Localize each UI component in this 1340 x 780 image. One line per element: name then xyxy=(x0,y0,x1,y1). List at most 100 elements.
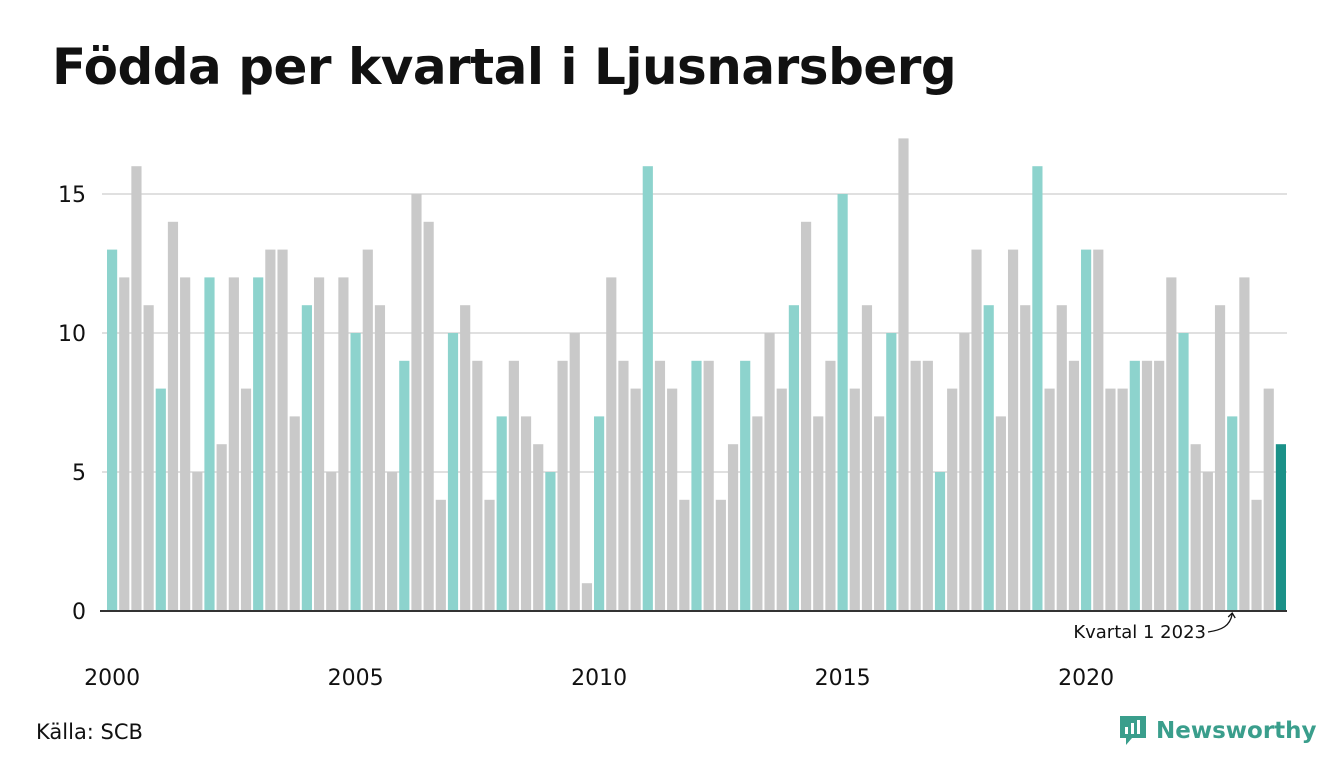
bar xyxy=(1141,360,1153,611)
bar xyxy=(995,416,1006,611)
newsworthy-logo-icon xyxy=(1120,716,1146,745)
bar xyxy=(1093,249,1104,611)
bar xyxy=(1056,305,1067,611)
bar xyxy=(654,360,666,611)
bar xyxy=(472,360,483,611)
bar xyxy=(374,305,386,611)
bar xyxy=(1227,416,1238,611)
bar xyxy=(1239,277,1250,611)
bar xyxy=(1263,388,1274,611)
bar xyxy=(131,166,142,611)
bar xyxy=(740,360,751,611)
y-tick-label: 5 xyxy=(72,461,86,486)
bar xyxy=(447,333,459,611)
bar xyxy=(1275,444,1286,611)
bar xyxy=(240,388,252,611)
bar xyxy=(1068,360,1080,611)
bar xyxy=(703,360,714,611)
annotation-group: Kvartal 1 2023 xyxy=(1073,611,1236,643)
bar xyxy=(508,360,519,611)
bar xyxy=(167,221,179,612)
bar xyxy=(1117,388,1128,611)
bar xyxy=(496,416,507,611)
bar xyxy=(874,416,885,611)
x-tick-label: 2010 xyxy=(571,666,627,691)
bar xyxy=(1214,305,1226,611)
bar xyxy=(910,360,921,611)
bar xyxy=(667,388,678,611)
annotation-label: Kvartal 1 2023 xyxy=(1073,622,1206,643)
bar xyxy=(691,360,702,611)
bar xyxy=(411,194,422,611)
chart-title: Födda per kvartal i Ljusnarsberg xyxy=(52,38,957,96)
bar xyxy=(898,138,909,611)
annotation-arrow xyxy=(1207,613,1233,633)
bar xyxy=(1044,388,1055,611)
bar xyxy=(107,249,118,611)
bar xyxy=(837,194,848,611)
bar xyxy=(569,333,580,611)
bar xyxy=(533,444,544,611)
bar xyxy=(545,472,556,611)
bar xyxy=(1032,166,1043,611)
bar xyxy=(326,472,337,611)
bar xyxy=(618,360,629,611)
bar xyxy=(788,305,799,611)
bar xyxy=(947,388,958,611)
bar xyxy=(216,444,227,611)
bar xyxy=(825,360,836,611)
bar xyxy=(557,360,568,611)
bar xyxy=(362,249,373,611)
bar xyxy=(959,333,970,611)
bar xyxy=(399,360,410,611)
x-tick-label: 2020 xyxy=(1058,666,1114,691)
bar xyxy=(715,499,726,611)
bar xyxy=(143,305,154,611)
bar xyxy=(180,277,191,611)
bar xyxy=(934,472,946,611)
bar xyxy=(1251,499,1262,611)
bar xyxy=(1166,277,1177,611)
bar xyxy=(971,249,982,611)
bar xyxy=(849,388,860,611)
y-tick-label: 0 xyxy=(72,600,86,625)
bar xyxy=(435,499,446,611)
bar xyxy=(119,277,130,611)
newsworthy-logo-text: Newsworthy xyxy=(1156,718,1317,744)
x-tick-label: 2005 xyxy=(328,666,384,691)
bar xyxy=(313,277,325,611)
bar xyxy=(1105,388,1116,611)
bar xyxy=(520,416,532,611)
bar xyxy=(1202,472,1213,611)
bar xyxy=(752,416,763,611)
bar xyxy=(387,472,398,611)
bar xyxy=(813,416,824,611)
bar xyxy=(265,249,276,611)
bars xyxy=(107,138,1286,612)
bar xyxy=(764,333,775,611)
bar xyxy=(1129,360,1140,611)
y-tick-label: 15 xyxy=(58,183,86,208)
bar xyxy=(922,360,933,611)
bar xyxy=(1081,249,1092,611)
bar xyxy=(1020,305,1031,611)
bar xyxy=(630,388,641,611)
bar xyxy=(727,444,739,611)
bar xyxy=(301,305,312,611)
bar xyxy=(1007,249,1019,611)
bar xyxy=(1154,360,1165,611)
bar xyxy=(983,305,994,611)
bar xyxy=(606,277,617,611)
x-tick-label: 2000 xyxy=(84,666,140,691)
bar xyxy=(679,499,690,611)
y-tick-label: 10 xyxy=(58,322,86,347)
bar xyxy=(886,333,897,611)
bar xyxy=(204,277,215,611)
bar xyxy=(423,221,434,612)
bar xyxy=(861,305,873,611)
bar xyxy=(800,221,812,612)
bar xyxy=(594,416,605,611)
bar xyxy=(642,166,653,611)
bar xyxy=(581,583,593,611)
